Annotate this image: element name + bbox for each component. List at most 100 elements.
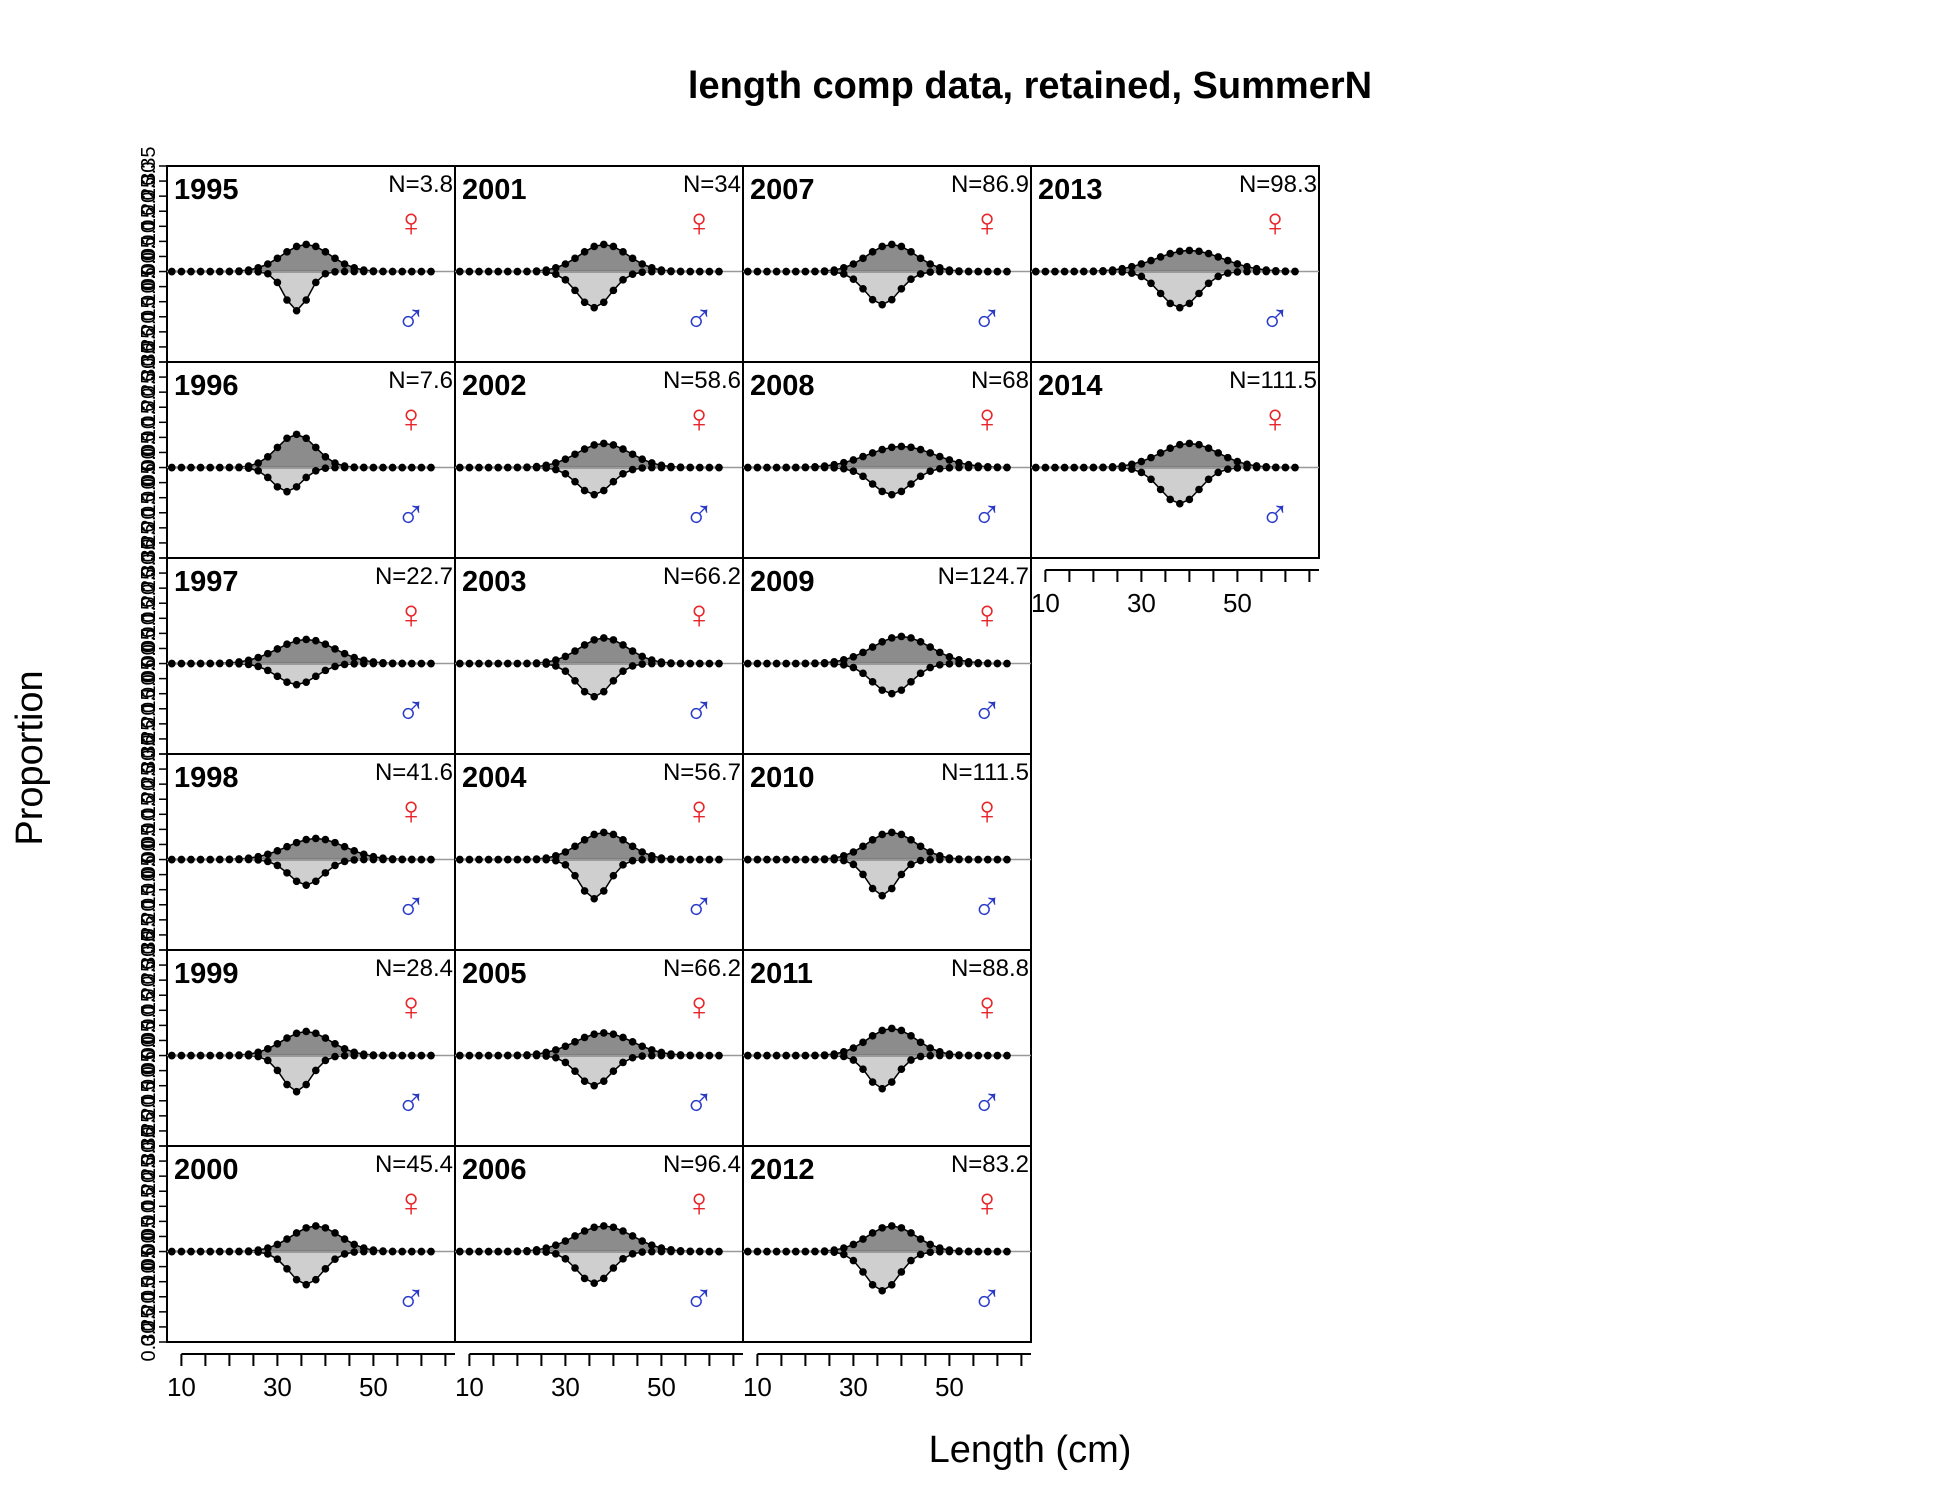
panel-2006: 2006 N=96.4 ♀ ♂ 10 30 50 (454, 1145, 744, 1402)
male-point (369, 1051, 378, 1060)
female-point (849, 652, 858, 661)
male-point (600, 486, 608, 495)
male-point (1147, 279, 1155, 288)
panel-n-label: N=111.5 (1229, 367, 1317, 394)
male-point (484, 855, 493, 864)
male-point (820, 855, 829, 864)
male-point (1060, 267, 1069, 276)
male-point (532, 855, 541, 864)
male-point (705, 1051, 714, 1060)
male-point (254, 466, 262, 475)
male-point (984, 463, 992, 472)
male-point (1003, 267, 1011, 276)
male-point (782, 659, 790, 668)
y-tick-label: 0.25 (138, 523, 160, 562)
panel-year-label: 1997 (174, 566, 239, 598)
male-point (561, 1255, 570, 1263)
male-point (840, 856, 848, 865)
female-point (600, 439, 608, 448)
female-point (264, 649, 272, 658)
male-point (1003, 1051, 1011, 1060)
male-point (676, 463, 685, 472)
male-point (1281, 463, 1290, 472)
male-point (763, 463, 771, 472)
male-point (360, 659, 368, 668)
female-point (638, 652, 646, 661)
male-point (504, 1247, 512, 1256)
male-point (1147, 475, 1155, 484)
male-point (868, 678, 877, 686)
male-point (350, 1051, 359, 1060)
male-point (1137, 272, 1146, 281)
female-point (619, 836, 627, 844)
female-point (888, 1222, 896, 1230)
panel-year-label: 2000 (174, 1154, 239, 1186)
male-point (590, 1279, 598, 1287)
female-point (638, 1237, 646, 1245)
male-point (715, 1247, 723, 1256)
female-point (619, 445, 627, 453)
male-point (840, 464, 848, 473)
male-point (964, 267, 973, 276)
male-point (484, 267, 493, 276)
male-point (945, 1051, 954, 1060)
male-point (484, 1051, 493, 1060)
female-point (888, 1024, 896, 1033)
male-point (1243, 463, 1251, 472)
male-point (1051, 463, 1059, 472)
female-point (321, 452, 330, 461)
female-point (360, 850, 368, 859)
male-point (1243, 267, 1251, 276)
male-point (388, 1051, 397, 1060)
y-tick-label: 0.20 (138, 508, 160, 547)
male-point (1089, 267, 1098, 276)
female-point (926, 260, 934, 268)
female-point (273, 847, 282, 855)
male-point (283, 1080, 291, 1089)
male-point (1099, 267, 1107, 276)
male-point (849, 663, 858, 672)
female-point (859, 1235, 867, 1243)
male-point (312, 1066, 320, 1075)
panel-year-label: 2014 (1038, 370, 1103, 402)
female-point (945, 652, 954, 661)
male-point (542, 464, 550, 472)
male-point (513, 855, 522, 864)
male-point (580, 887, 589, 895)
male-symbol-icon: ♂ (972, 297, 1002, 341)
male-point (542, 268, 550, 276)
male-point (667, 659, 675, 668)
y-tick-label: 0.05 (138, 237, 160, 276)
male-point (859, 1268, 867, 1276)
male-point (993, 267, 1002, 276)
male-point (331, 1255, 339, 1263)
male-point (820, 267, 829, 276)
male-point (763, 1051, 771, 1060)
female-point (571, 842, 579, 851)
female-point (340, 1045, 349, 1053)
male-point (1166, 495, 1174, 504)
x-axis-label: Length (cm) (929, 1429, 1132, 1471)
male-point (331, 662, 339, 671)
panel-2005: 2005 N=66.2 ♀ ♂ (454, 949, 744, 1147)
panel-1999: 1999 N=28.4♀♂0.350.300.250.200.150.100.05… (138, 931, 456, 1165)
male-point (1281, 267, 1290, 276)
male-point (494, 267, 503, 276)
panel-2008: 2008 N=68 ♀ ♂ (742, 361, 1032, 559)
x-tick-label: 50 (1223, 588, 1252, 618)
y-tick-label: 0.20 (138, 780, 160, 819)
male-point (465, 659, 474, 668)
male-point (187, 855, 195, 864)
male-point (177, 659, 186, 668)
male-point (216, 659, 224, 668)
female-point (1156, 253, 1165, 261)
male-point (868, 1281, 877, 1289)
male-point (427, 855, 435, 864)
male-point (1032, 267, 1040, 276)
female-point (273, 443, 282, 452)
female-point (859, 648, 867, 657)
male-point (283, 487, 291, 496)
male-point (1156, 485, 1165, 494)
male-point (600, 687, 608, 696)
male-point (1080, 463, 1088, 472)
